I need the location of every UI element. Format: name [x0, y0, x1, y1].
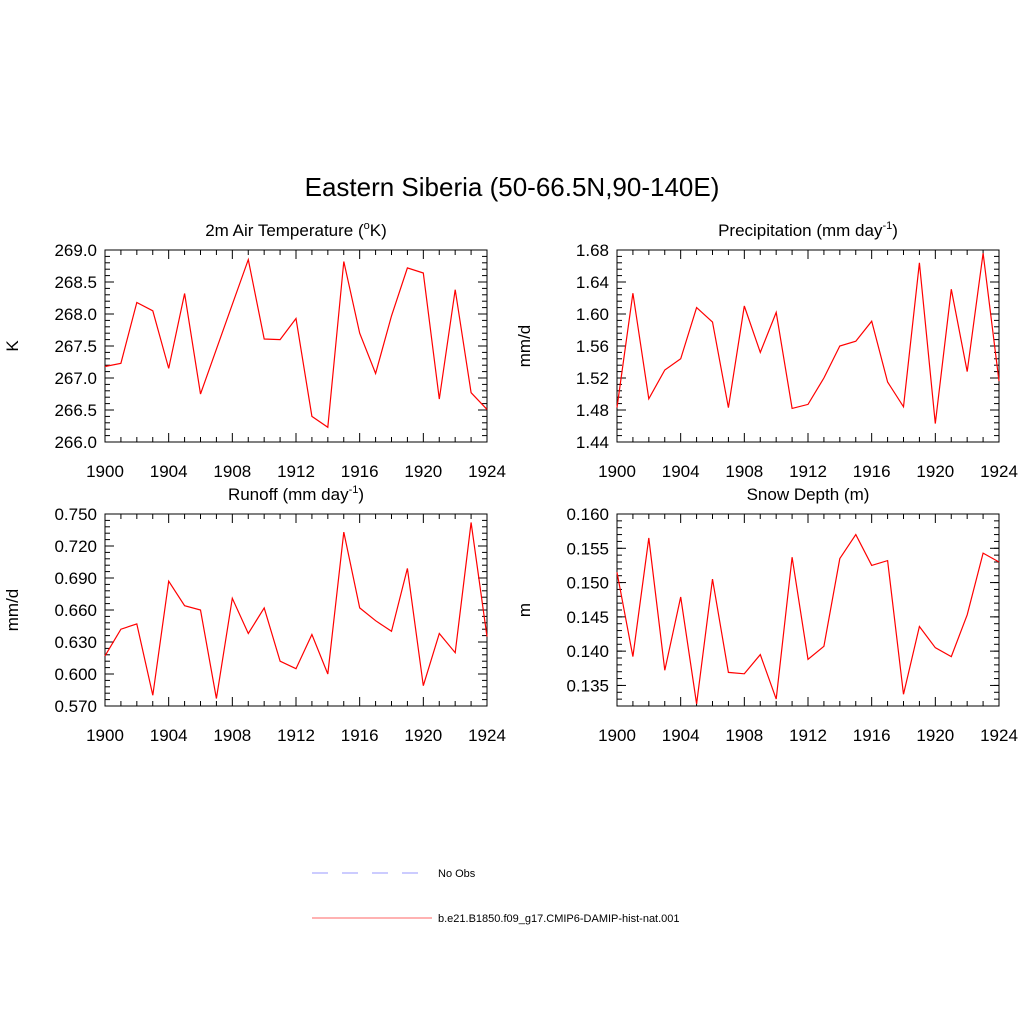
- x-tick-label: 1912: [789, 462, 827, 481]
- x-tick-label: 1924: [980, 726, 1018, 745]
- panel-title-main: Runoff (mm day: [228, 485, 349, 504]
- plot-frame: [616, 249, 1000, 443]
- series-line: [616, 533, 1000, 704]
- x-tick-label: 1924: [468, 462, 506, 481]
- y-tick-label: 0.140: [566, 642, 609, 661]
- y-tick-label: 0.750: [54, 505, 97, 524]
- panel-title-main: 2m Air Temperature (: [205, 221, 364, 240]
- legend-label-model: b.e21.B1850.f09_g17.CMIP6-DAMIP-hist-nat…: [438, 913, 680, 925]
- panel-title-end: ): [892, 221, 898, 240]
- panel-title-end: K): [370, 221, 387, 240]
- y-tick-label: 0.600: [54, 665, 97, 684]
- y-tick-label: 267.0: [54, 369, 97, 388]
- y-tick-label: 1.52: [576, 369, 609, 388]
- x-tick-label: 1916: [853, 726, 891, 745]
- figure-title: Eastern Siberia (50-66.5N,90-140E): [305, 172, 720, 202]
- y-tick-label: 0.660: [54, 601, 97, 620]
- plot-frame: [616, 513, 1000, 707]
- y-tick-label: 268.5: [54, 273, 97, 292]
- y-tick-label: 0.720: [54, 537, 97, 556]
- x-tick-label: 1916: [341, 462, 379, 481]
- series-line: [104, 522, 488, 699]
- x-tick-label: 1920: [404, 462, 442, 481]
- x-tick-label: 1908: [725, 462, 763, 481]
- y-axis-label: mm/d: [515, 325, 534, 368]
- panel-1: 2m Air Temperature (oK) K 266.0 266.5 267.0 2…: [3, 220, 506, 481]
- panel-title: Precipitation (mm day-1): [718, 220, 898, 240]
- x-tick-label: 1920: [916, 462, 954, 481]
- panel-4: Snow Depth (m) m 0.135 0.140 0.145 0.150 0.155…: [515, 485, 1018, 745]
- y-tick-label: 1.64: [576, 273, 609, 292]
- y-tick-label: 266.0: [54, 433, 97, 452]
- y-tick-label: 0.690: [54, 569, 97, 588]
- panels: 2m Air Temperature (oK) K 266.0 266.5 267.0 2…: [3, 220, 1018, 745]
- x-tick-label: 1908: [213, 462, 251, 481]
- x-tick-label: 1900: [598, 726, 636, 745]
- y-tick-label: 1.44: [576, 433, 609, 452]
- x-tick-label: 1904: [150, 462, 188, 481]
- y-tick-label: 1.60: [576, 305, 609, 324]
- x-tick-label: 1912: [277, 462, 315, 481]
- y-tick-label: 0.145: [566, 608, 609, 627]
- y-tick-label: 0.570: [54, 697, 97, 716]
- x-tick-label: 1900: [598, 462, 636, 481]
- x-tick-label: 1912: [277, 726, 315, 745]
- y-tick-label: 0.150: [566, 574, 609, 593]
- legend-label-no-obs: No Obs: [438, 868, 476, 880]
- x-tick-label: 1908: [725, 726, 763, 745]
- x-tick-label: 1912: [789, 726, 827, 745]
- y-axis-label: mm/d: [3, 589, 22, 632]
- x-tick-label: 1916: [341, 726, 379, 745]
- legend: No Obs b.e21.B1850.f09_g17.CMIP6-DAMIP-h…: [312, 868, 680, 925]
- x-tick-label: 1900: [86, 726, 124, 745]
- panel-3: Runoff (mm day-1) mm/d 0.570 0.600 0.630 0.66…: [3, 484, 506, 745]
- panel-2: Precipitation (mm day-1) mm/d 1.44 1.48 1.52…: [515, 220, 1018, 481]
- y-tick-label: 1.68: [576, 241, 609, 260]
- y-tick-label: 0.630: [54, 633, 97, 652]
- x-tick-label: 1916: [853, 462, 891, 481]
- panel-title: 2m Air Temperature (oK): [205, 220, 387, 240]
- x-tick-label: 1904: [150, 726, 188, 745]
- x-tick-label: 1900: [86, 462, 124, 481]
- panel-title-main: Precipitation (mm day: [718, 221, 883, 240]
- panel-title-end: ): [358, 485, 364, 504]
- x-tick-label: 1924: [468, 726, 506, 745]
- x-tick-label: 1924: [980, 462, 1018, 481]
- panel-title-superscript: -1: [349, 484, 359, 496]
- panel-title-superscript: -1: [882, 220, 892, 232]
- series-line: [104, 257, 488, 429]
- y-tick-label: 1.48: [576, 401, 609, 420]
- panel-title: Runoff (mm day-1): [228, 484, 364, 504]
- x-tick-label: 1920: [916, 726, 954, 745]
- series-line: [616, 253, 1000, 424]
- x-tick-label: 1904: [662, 462, 700, 481]
- y-tick-label: 269.0: [54, 241, 97, 260]
- y-axis-label: K: [3, 340, 22, 352]
- x-tick-label: 1920: [404, 726, 442, 745]
- y-tick-label: 0.160: [566, 505, 609, 524]
- y-tick-label: 267.5: [54, 337, 97, 356]
- y-tick-label: 0.155: [566, 539, 609, 558]
- x-tick-label: 1904: [662, 726, 700, 745]
- y-axis-label: m: [515, 603, 534, 617]
- x-tick-label: 1908: [213, 726, 251, 745]
- y-tick-label: 1.56: [576, 337, 609, 356]
- panel-title-superscript: o: [364, 220, 370, 232]
- y-tick-label: 266.5: [54, 401, 97, 420]
- y-tick-label: 0.135: [566, 676, 609, 695]
- panel-title-main: Snow Depth (m): [747, 485, 870, 504]
- plot-frame: [104, 513, 488, 707]
- y-tick-label: 268.0: [54, 305, 97, 324]
- panel-title: Snow Depth (m): [747, 485, 870, 504]
